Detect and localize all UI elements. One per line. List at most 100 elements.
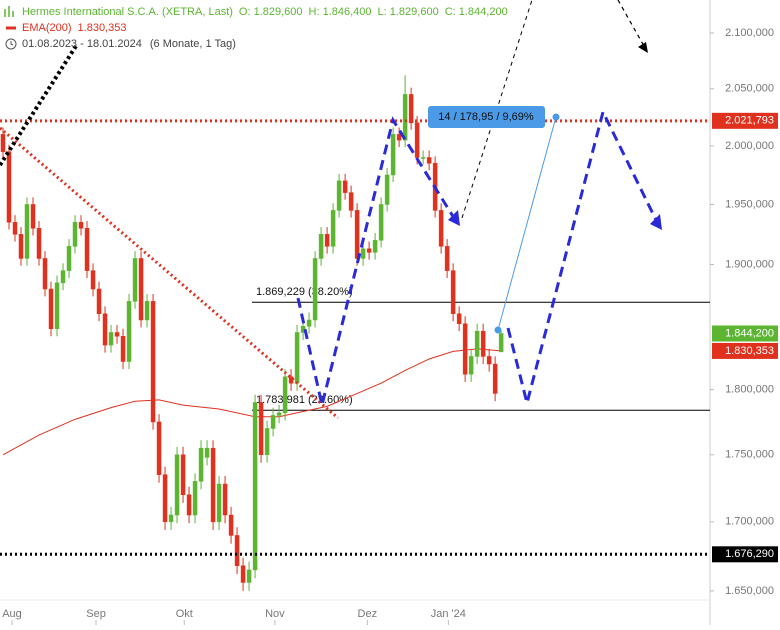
candle-body: [312, 258, 318, 321]
quote: O: 1.829,600: [239, 6, 303, 18]
drawings: [0, 0, 662, 420]
icon: [4, 6, 14, 17]
y-tick-label: 1.800,000: [725, 384, 774, 396]
candle-body: [372, 240, 378, 253]
candle-body: [330, 210, 336, 247]
candle-body: [234, 535, 240, 567]
legend: EMA(200) 1.830,353: [22, 22, 126, 34]
candle-body: [282, 376, 288, 414]
candle-body: [180, 454, 186, 496]
quote: C: 1.844,200: [445, 6, 508, 18]
candle-body: [192, 481, 198, 516]
candle-body: [168, 514, 174, 523]
candle-body: [270, 415, 276, 429]
candle-body: [84, 228, 90, 271]
candle-body: [102, 313, 108, 346]
candle-body: [0, 134, 6, 152]
candle-body: [498, 333, 504, 353]
candle-body: [108, 332, 114, 346]
fib-label: 1.783,981 (23.60%): [256, 394, 353, 406]
x-tick-label: Aug: [2, 608, 22, 620]
candle-body: [198, 447, 204, 482]
level-box: [712, 112, 778, 129]
icon: [10, 41, 14, 46]
candle-body: [396, 134, 402, 141]
candle-body: [228, 514, 234, 536]
level-box: [712, 546, 778, 563]
x-tick-label: Okt: [176, 608, 193, 620]
candle-body: [246, 569, 252, 583]
quote: H: 1.846,400: [309, 6, 372, 18]
title-text: Hermes International S.C.A. (XETRA, Last…: [22, 6, 233, 18]
last-price-label: 1.844,200: [725, 327, 774, 339]
x-tick-label: Sep: [86, 608, 106, 620]
arrow-head: [638, 42, 648, 53]
quote: L: 1.829,600: [378, 6, 439, 18]
candle-body: [462, 323, 468, 375]
candle-body: [360, 248, 366, 259]
candle-body: [240, 565, 246, 583]
projection: [296, 116, 456, 406]
y-tick-label: 1.900,000: [725, 258, 774, 270]
y-tick-label: 1.650,000: [725, 585, 774, 597]
y-tick-label: 1.700,000: [725, 516, 774, 528]
period-note: (6 Monate, 1 Tag): [150, 38, 236, 50]
annotation-box: [428, 106, 545, 128]
last-price-box: [712, 325, 778, 342]
candle-body: [30, 204, 36, 229]
candle-body: [378, 204, 384, 241]
candle-body: [156, 421, 162, 475]
x-tick-label: Jan '24: [431, 608, 466, 620]
candle-body: [336, 180, 342, 211]
candle-body: [132, 258, 138, 302]
candle-body: [138, 258, 144, 321]
period-range: 01.08.2023 - 18.01.2024: [22, 38, 142, 50]
candle-body: [456, 313, 462, 324]
candle-body: [450, 270, 456, 315]
candle-body: [162, 474, 168, 523]
candle-body: [408, 94, 414, 124]
arrow-head: [448, 210, 460, 226]
trend-line: [0, 126, 339, 420]
candle-body: [348, 192, 354, 211]
candle-body: [402, 94, 408, 141]
candle-body: [66, 246, 72, 271]
candle-body: [264, 428, 270, 456]
fib-label: 1.869,229 (38.20%): [256, 286, 353, 298]
candle-body: [276, 412, 282, 416]
candle-body: [90, 270, 96, 290]
arrow-head: [650, 214, 662, 230]
period: 01.08.2023 - 18.01.2024 (6 Monate, 1 Tag): [22, 38, 236, 50]
candle-body: [384, 174, 390, 205]
ema-last-box: [712, 342, 778, 359]
plot: 1.650,000 1.700,000 1.750,000 1.800,000 1.90…: [0, 27, 774, 625]
candle-body: [174, 454, 180, 516]
candle-body: [120, 335, 126, 362]
candle-body: [420, 157, 426, 159]
candle-body: [150, 301, 156, 423]
candle-body: [96, 288, 102, 315]
candle-body: [144, 301, 150, 321]
candle-body: [6, 151, 12, 223]
measure-line: [497, 116, 557, 331]
header: Hermes International S.C.A. (XETRA, Last…: [4, 6, 508, 50]
y-tick-label: 2.050,000: [725, 83, 774, 95]
candle-body: [480, 330, 486, 357]
x-tick-label: Dez: [358, 608, 378, 620]
candle-body: [222, 483, 228, 516]
measure-point: [552, 113, 560, 121]
x-tick-label: Nov: [265, 608, 285, 620]
candle-body: [54, 282, 60, 329]
y-tick-label: 1.750,000: [725, 449, 774, 461]
candle-body: [18, 234, 24, 259]
candle-body: [294, 332, 300, 384]
candle-body: [444, 246, 450, 271]
candle-body: [48, 288, 54, 329]
level-label: 1.676,290: [725, 548, 774, 560]
candle-body: [414, 122, 420, 158]
legend-name: EMA(200): [22, 22, 72, 34]
level-label: 2.021,793: [725, 115, 774, 127]
candle-body: [438, 210, 444, 247]
candle-body: [42, 258, 48, 290]
